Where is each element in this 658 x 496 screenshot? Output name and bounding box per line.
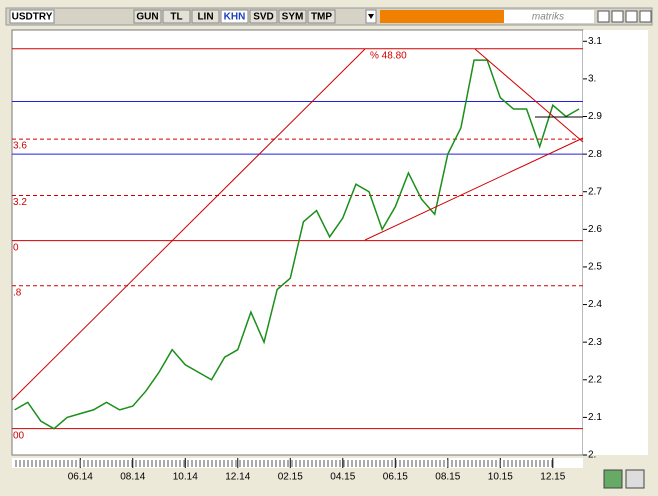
buttons: GUN TL LIN KHN SVD SYM TMP	[133, 9, 336, 24]
toolbar-button[interactable]	[220, 9, 249, 24]
y-tick-label: 2.7	[588, 186, 602, 197]
orange-bar	[380, 10, 504, 23]
x-tick-label: 04.15	[330, 472, 355, 483]
trend-line	[474, 48, 584, 143]
refresh-button[interactable]	[603, 469, 623, 489]
window-button[interactable]	[625, 10, 638, 23]
y-tick-label: 2.9	[588, 111, 602, 122]
y-tick-label: 2.1	[588, 412, 602, 423]
y-tick-label: 3.	[588, 74, 596, 85]
y-tick-label: 3.1	[588, 36, 602, 47]
x-tick-label: 06.15	[383, 472, 408, 483]
symbol-box[interactable]	[9, 9, 55, 24]
toolbar-button[interactable]	[191, 9, 220, 24]
level-label: 0	[13, 242, 19, 253]
x-tick-label: 06.14	[68, 472, 93, 483]
y-tick-label: 2.8	[588, 149, 602, 160]
x-tick-label: 02.15	[278, 472, 303, 483]
level-label: 00	[13, 430, 25, 441]
button-label: TMP	[311, 12, 332, 23]
toolbar-button[interactable]	[249, 9, 278, 24]
button-label: GUN	[136, 12, 158, 23]
button-label: SVD	[253, 12, 274, 23]
date-strip	[12, 458, 583, 468]
button-label: SYM	[282, 12, 304, 23]
level-label: .8	[13, 287, 22, 298]
plot: 2. 2.1 2.2 2.3 2.4 2.5 2.6 2.7 2.8 2.9 3. 3.1 06.14 0…	[12, 36, 602, 483]
y-tick-label: 2.3	[588, 337, 602, 348]
x-tick-label: 12.15	[540, 472, 565, 483]
window-button[interactable]	[611, 10, 624, 23]
window-button[interactable]	[639, 10, 652, 23]
logo-box	[504, 10, 594, 23]
button-label: TL	[170, 12, 182, 23]
level-label: % 48.80	[370, 50, 407, 61]
trend-line	[11, 48, 366, 401]
y-tick-label: 2.5	[588, 262, 602, 273]
dropdown-arrow	[368, 14, 374, 19]
button-label: LIN	[197, 12, 213, 23]
x-tick-label: 10.15	[488, 472, 513, 483]
plot-area	[11, 29, 584, 456]
level-label: 3.6	[13, 141, 27, 152]
y-tick-label: 2.6	[588, 224, 602, 235]
x-tick-label: 10.14	[173, 472, 198, 483]
logo: matriks	[532, 12, 564, 23]
toolbar-button[interactable]	[278, 9, 307, 24]
y-tick-label: 2.2	[588, 374, 602, 385]
window-button[interactable]	[597, 10, 610, 23]
x-tick-label: 12.14	[225, 472, 250, 483]
y-tick-label: 2.4	[588, 299, 602, 310]
axis-area	[583, 30, 648, 455]
level-label: 3.2	[13, 197, 27, 208]
y-tick-label: 2.	[588, 450, 596, 461]
button-label: KHN	[224, 12, 246, 23]
trend-line	[364, 137, 584, 241]
symbol: USDTRY	[12, 12, 53, 23]
price-line	[14, 59, 580, 430]
x-tick-label: 08.15	[435, 472, 460, 483]
x-tick-label: 08.14	[120, 472, 145, 483]
toolbar-button[interactable]	[133, 9, 162, 24]
nav-button[interactable]	[625, 469, 645, 489]
toolbar-button[interactable]	[307, 9, 336, 24]
toolbar-button[interactable]	[162, 9, 191, 24]
